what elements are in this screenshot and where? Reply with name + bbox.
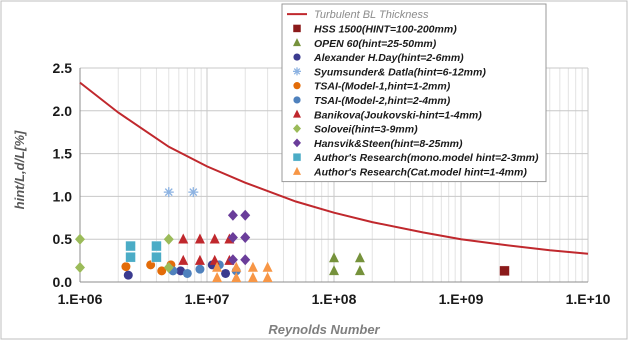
legend-marker	[293, 109, 301, 118]
data-point	[240, 209, 251, 221]
legend-label: Author's Research(Cat.model hint=1-4mm)	[313, 166, 527, 178]
legend-marker	[292, 152, 302, 162]
data-point	[178, 233, 189, 244]
data-point	[354, 252, 365, 263]
data-point	[75, 261, 85, 273]
legend-label: Alexander H.Day(hint=2-6mm)	[313, 52, 464, 64]
x-tick-label: 1.E+08	[312, 291, 357, 307]
data-point	[240, 231, 251, 243]
data-point	[182, 268, 192, 278]
x-tick-label: 1.E+10	[566, 291, 611, 307]
legend-label: Banikova(Joukovski-hint=1-4mm)	[314, 109, 482, 121]
data-point	[157, 266, 167, 276]
data-point	[146, 260, 156, 270]
legend-label: TSAI-(Model-2,hint=2-4mm)	[314, 95, 451, 107]
data-point	[499, 265, 510, 277]
star-stroke	[189, 188, 198, 197]
y-tick-label: 2.5	[53, 60, 73, 76]
data-point	[121, 262, 131, 272]
legend-label: Hansvik&Steen(hint=8-25mm)	[314, 138, 463, 150]
data-point	[123, 270, 133, 280]
data-point	[163, 187, 174, 198]
data-point	[354, 265, 365, 276]
legend-label: HSS 1500(HINT=100-200mm)	[314, 23, 457, 35]
data-point	[212, 271, 223, 282]
legend-marker	[293, 38, 301, 47]
y-tick-label: 0.5	[53, 231, 73, 247]
legend-marker	[293, 67, 301, 76]
axes: 1.E+06 1.E+07 1.E+08 1.E+09 1.E+10 0.0 0.5 1.0 1…	[53, 60, 611, 307]
data-point	[75, 233, 85, 245]
data-point	[194, 254, 205, 265]
legend-label: Turbulent BL Thickness	[314, 9, 429, 21]
data-point	[212, 261, 223, 272]
x-tick-label: 1.E+09	[439, 291, 484, 307]
data-point	[329, 265, 339, 276]
legend-marker	[293, 53, 301, 61]
y-axis-label: hint/L,d/L[%]	[12, 130, 27, 209]
legend-marker	[293, 96, 301, 104]
data-point	[227, 254, 238, 266]
data-point	[240, 254, 251, 266]
data-point	[262, 271, 273, 282]
legend-marker	[292, 24, 302, 33]
legend-label: OPEN 60(hint=25-50mm)	[314, 38, 437, 50]
legend-label: Solovei(hint=3-9mm)	[314, 124, 418, 136]
data-point	[178, 254, 189, 265]
legend: Turbulent BL Thickness HSS 1500(HINT=100-…	[281, 3, 547, 183]
data-point	[221, 268, 231, 278]
data-point	[247, 261, 258, 272]
data-point	[247, 271, 258, 282]
legend-label: Syumsunder& Datla(hint=6-12mm)	[314, 66, 486, 78]
legend-marker	[293, 166, 301, 175]
star-stroke	[293, 68, 301, 75]
data-point	[188, 187, 199, 198]
x-tick-label: 1.E+06	[58, 291, 103, 307]
data-point	[151, 240, 162, 252]
data-point	[231, 261, 242, 272]
legend-marker	[293, 124, 301, 133]
data-point	[195, 264, 205, 274]
x-tick-label: 1.E+07	[185, 291, 230, 307]
legend-label: TSAI-(Model-1,hint=1-2mm)	[314, 81, 451, 93]
legend-box	[281, 3, 547, 183]
y-tick-label: 1.5	[53, 146, 73, 162]
data-point	[227, 231, 238, 243]
points-layer	[75, 187, 510, 282]
data-point	[163, 233, 174, 245]
curve-layer	[79, 81, 589, 255]
data-point	[231, 271, 242, 282]
data-point	[262, 261, 273, 272]
data-point	[125, 240, 136, 252]
data-point	[151, 251, 162, 263]
legend-marker	[293, 82, 301, 90]
data-point	[209, 233, 220, 244]
data-point	[125, 251, 136, 263]
data-point	[163, 261, 174, 273]
x-axis-label: Reynolds Number	[268, 322, 380, 337]
legend-label: Author's Research(mono.model hint=2-3mm)	[313, 152, 539, 164]
y-tick-label: 1.0	[53, 188, 73, 204]
data-point	[194, 233, 205, 244]
legend-marker	[293, 138, 301, 148]
data-point	[329, 252, 339, 263]
data-point	[227, 209, 238, 221]
y-tick-label: 0.0	[53, 274, 73, 290]
star-stroke	[164, 188, 173, 197]
turbulent-bl-thickness-line	[79, 81, 589, 255]
y-tick-label: 2.0	[53, 103, 73, 119]
